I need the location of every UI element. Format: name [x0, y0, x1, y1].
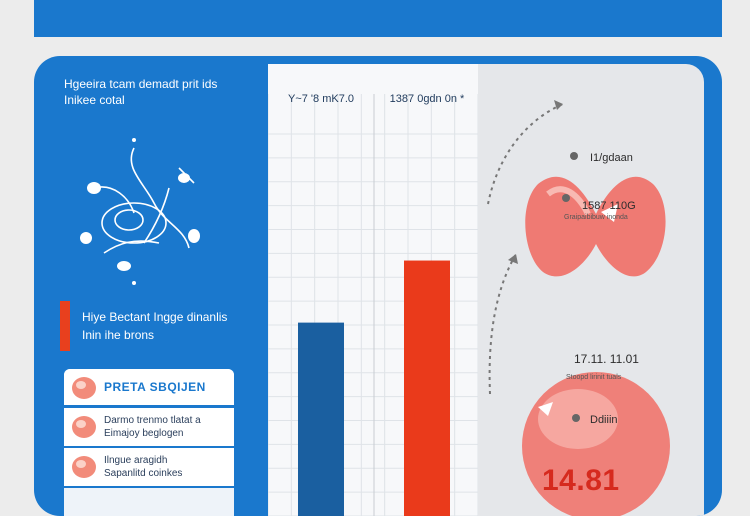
list-item-text: Darmo trenmo tlatat a Eimajoy beglogen	[104, 414, 201, 440]
arrow-head-icon	[508, 254, 518, 264]
category-label: 1387 0gdn 0n *	[390, 93, 465, 105]
left-title-line2: Inikee cotal	[64, 93, 125, 107]
metrics-panel: I1/gdaan 1587 110G Graipaibibuw inonda 1…	[478, 64, 704, 516]
list-item[interactable]: Darmo trenmo tlatat a Eimajoy beglogen	[64, 408, 234, 448]
big-metric-value: 14.81	[542, 464, 620, 497]
metric-sub-3: Stoopd lirinit tuals	[566, 374, 622, 381]
metrics-graphics	[487, 100, 670, 516]
list-item-line2: Sapanlitd coinkes	[104, 468, 183, 479]
metric-label-4: Ddiiin	[590, 414, 618, 426]
left-title: Hgeeira tcam demadt prit ids Inikee cota…	[64, 76, 254, 108]
bullet-icon	[562, 194, 570, 202]
list-item-line1: Darmo trenmo tlatat a	[104, 415, 201, 426]
bar-chart: Y~7 '8 mK7.0 1387 0gdn 0n *	[267, 93, 479, 516]
info-list-card: PRETA SBQIJEN Darmo trenmo tlatat a Eima…	[64, 369, 234, 516]
anatomy-sketch-icon	[80, 138, 200, 285]
main-card: Hgeeira tcam demadt prit ids Inikee cota…	[34, 56, 722, 516]
list-item-line1: Ilngue aragidh	[104, 455, 168, 466]
left-note-line2: Inin ihe brons	[82, 328, 155, 342]
list-item-text: Ilngue aragidh Sapanlitd coinkes	[104, 454, 182, 480]
metric-label-3: 17.11. 11.01	[574, 352, 639, 366]
list-header: PRETA SBQIJEN	[64, 369, 234, 408]
metric-label-2: 1587 110G	[582, 200, 636, 212]
bullet-icon	[572, 414, 580, 422]
metric-label-1: I1/gdaan	[590, 152, 633, 164]
dashed-arrow	[487, 103, 564, 205]
top-banner	[34, 0, 722, 37]
organ-illustration-icon	[525, 176, 666, 277]
left-note: Hiye Bectant Ingge dinanlis Inin ihe bro…	[82, 308, 227, 344]
highlight-bar	[60, 301, 70, 351]
bullet-icon	[570, 152, 578, 160]
list-item-line2: Eimajoy beglogen	[104, 428, 184, 439]
list-item[interactable]: Ilngue aragidh Sapanlitd coinkes	[64, 448, 234, 488]
left-title-line1: Hgeeira tcam demadt prit ids	[64, 77, 218, 91]
organ-icon	[72, 456, 96, 478]
arrow-head-icon	[554, 100, 563, 110]
organ-icon	[72, 416, 96, 438]
organ-icon	[72, 377, 96, 399]
list-header-label: PRETA SBQIJEN	[104, 380, 206, 394]
bar-chart-panel: Y~7 '8 mK7.0 1387 0gdn 0n *	[267, 64, 479, 516]
bar	[404, 260, 450, 516]
metric-sub-2: Graipaibibuw inonda	[564, 214, 628, 221]
left-note-line1: Hiye Bectant Ingge dinanlis	[82, 310, 228, 324]
bar	[298, 322, 344, 516]
category-label: Y~7 '8 mK7.0	[288, 93, 354, 105]
dashed-arrow	[488, 253, 517, 395]
